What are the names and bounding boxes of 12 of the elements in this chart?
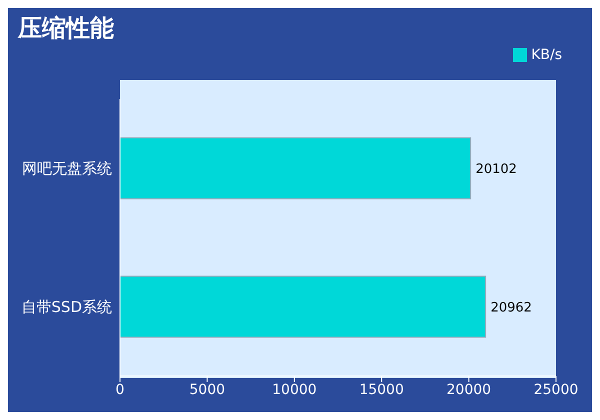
data-label: 20962 [490, 300, 532, 316]
x-tick-label: 10000 [272, 382, 317, 398]
x-tick-label: 25000 [534, 382, 578, 398]
chart-title: 压缩性能 [18, 13, 114, 44]
x-tick-label: 20000 [446, 382, 492, 398]
data-label: 20102 [476, 162, 517, 177]
x-tick-label: 15000 [359, 382, 404, 398]
y-tick-label: 网吧无盘系统 [22, 160, 112, 178]
x-tick-label: 5000 [189, 382, 226, 398]
y-tick-label: 自带SSD系统 [21, 298, 112, 316]
legend-label: KB/s [531, 47, 562, 63]
x-tick-label: 0 [116, 382, 124, 398]
